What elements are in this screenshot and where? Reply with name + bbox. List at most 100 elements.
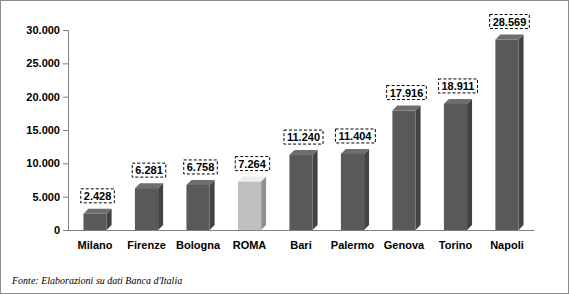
y-tick-label: 5.000 (32, 191, 60, 203)
bar-front (341, 154, 364, 230)
bar-top (238, 177, 266, 182)
x-axis-line (69, 230, 535, 231)
bar-front (392, 111, 415, 230)
bar-front (444, 104, 467, 230)
data-label-box (335, 129, 375, 143)
y-tick-label: 10.000 (26, 157, 60, 169)
plot: 0 5.000 10.000 15.000 20.000 25.000 30.000 Mila… (26, 15, 534, 251)
x-tick-label: Bologna (176, 239, 221, 251)
bar-front (495, 40, 518, 230)
y-tick-mark (63, 230, 68, 231)
y-tick-mark (63, 163, 68, 164)
bar-top (392, 106, 420, 111)
data-label: 17.916 (390, 87, 424, 99)
x-tick-label: Bari (290, 239, 311, 251)
y-tick: 25.000 (26, 57, 68, 69)
x-tick: Milano (78, 230, 113, 251)
y-tick: 20.000 (26, 91, 68, 103)
data-label: 6.281 (135, 164, 163, 176)
y-tick: 30.000 (26, 24, 68, 36)
bar (135, 183, 163, 230)
y-tick-label: 30.000 (26, 24, 60, 36)
bar-top (444, 99, 472, 104)
data-label: 11.404 (338, 130, 372, 142)
bar-front (83, 214, 106, 230)
bar (186, 180, 214, 230)
data-label-box (284, 130, 323, 144)
data-label-box (387, 86, 427, 100)
y-tick: 0 (54, 224, 68, 236)
x-tick: ROMA (233, 230, 267, 251)
x-tick-label: Napoli (490, 239, 524, 251)
x-tick-label: ROMA (233, 239, 267, 251)
data-label: 11.240 (287, 131, 320, 143)
data-label-box (235, 157, 269, 171)
bar-side (519, 35, 524, 230)
x-tick: Bari (290, 230, 311, 251)
x-tick: Firenze (127, 230, 166, 251)
chart: 0 5.000 10.000 15.000 20.000 25.000 30.000 Mila… (0, 0, 569, 294)
y-tick-label: 20.000 (26, 91, 60, 103)
bar-top (341, 149, 369, 154)
bar (83, 209, 111, 230)
annotation: Fonte: Elaborazioni su dati Banca d'Ital… (11, 275, 182, 286)
data-label-box (184, 160, 218, 174)
y-tick-mark (63, 30, 68, 31)
x-tick-label: Palermo (331, 239, 375, 251)
x-tick: Napoli (490, 230, 524, 251)
x-tick-label: Milano (78, 239, 113, 251)
bar (238, 177, 266, 230)
y-tick: 15.000 (26, 124, 68, 136)
data-label: 6.758 (187, 161, 215, 173)
bar-side (364, 149, 369, 230)
x-tick-label: Torino (439, 239, 473, 251)
data-label: 28.569 (493, 16, 527, 28)
bar-front (186, 185, 209, 230)
bar-side (313, 150, 318, 230)
y-tick-mark (63, 63, 68, 64)
bar (392, 106, 420, 230)
data-label: 2.428 (84, 190, 112, 202)
y-tick-mark (63, 97, 68, 98)
bar-top (495, 35, 523, 40)
y-tick-label: 0 (54, 224, 60, 236)
bar-side (467, 99, 472, 230)
x-tick: Palermo (331, 230, 375, 251)
bar (444, 99, 472, 230)
y-tick-mark (63, 130, 68, 131)
bars (83, 35, 523, 230)
bar-top (135, 183, 163, 188)
bar-side (158, 183, 163, 230)
x-tick: Bologna (176, 230, 221, 251)
bar-top (83, 209, 111, 214)
data-label-box (438, 79, 477, 93)
x-tick: Torino (439, 230, 473, 251)
data-label-box (81, 189, 115, 203)
bar (341, 149, 369, 230)
bar (495, 35, 523, 230)
y-tick-mark (63, 197, 68, 198)
x-axis: Milano Firenze Bologna ROMA Bari Palermo Genov… (69, 230, 535, 251)
bar-top (289, 150, 317, 155)
chart-border (1, 1, 569, 294)
bar-front (289, 155, 312, 230)
bar-side (261, 177, 266, 230)
y-tick-label: 25.000 (26, 57, 60, 69)
x-tick: Genova (384, 230, 425, 251)
data-label: 18.911 (441, 80, 474, 92)
y-tick-label: 15.000 (26, 124, 60, 136)
bar-side (416, 106, 421, 230)
x-tick-label: Firenze (127, 239, 166, 251)
bar-top (186, 180, 214, 185)
bar-side (210, 180, 215, 230)
bar (289, 150, 317, 230)
x-tick-label: Genova (384, 239, 425, 251)
data-labels: 2.428 6.281 6.758 7.264 11.240 11.404 17.916 18… (81, 15, 530, 203)
y-axis: 0 5.000 10.000 15.000 20.000 25.000 30.000 (26, 24, 68, 236)
y-tick: 5.000 (32, 191, 68, 203)
data-label: 7.264 (238, 158, 266, 170)
data-label-box (490, 15, 530, 29)
bar-front (135, 188, 158, 230)
data-label-box (132, 163, 166, 177)
y-axis-line (63, 31, 69, 231)
